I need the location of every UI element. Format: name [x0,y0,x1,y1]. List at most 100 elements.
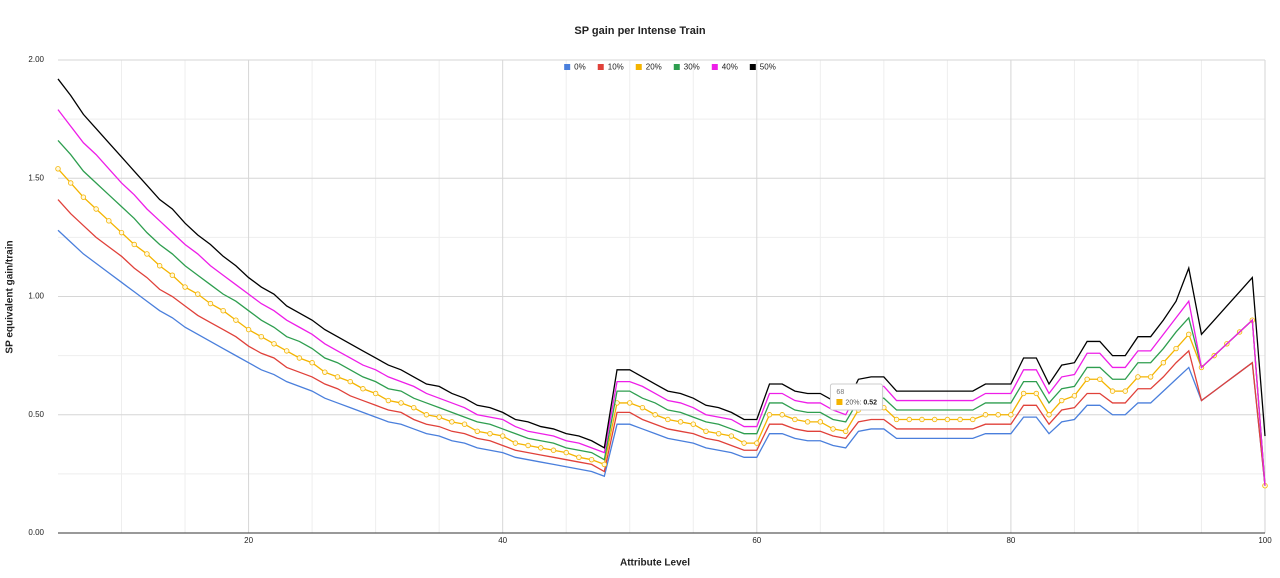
point-marker [690,421,696,427]
point-marker [131,241,137,248]
point-marker [512,440,519,446]
point-marker [639,404,646,411]
point-marker [652,412,658,418]
point-marker [665,416,671,423]
point-marker [715,430,722,437]
y-axis-title: SP equivalent gain/train [5,240,16,353]
tooltip-value: 0.52 [863,399,877,406]
point-marker [182,284,188,290]
tooltip-swatch [836,399,843,405]
point-marker [1020,390,1027,397]
legend-label: 50% [760,63,776,72]
point-marker [563,449,569,456]
point-marker [944,416,951,423]
point-marker [995,412,1001,418]
point-marker [982,412,989,418]
point-marker [843,428,849,435]
point-marker [461,421,468,427]
point-marker [1097,376,1103,382]
chart-title: SP gain per Intense Train [574,25,706,37]
point-marker [156,263,163,269]
x-tick-label: 60 [752,536,761,545]
y-tick-label: 0.50 [28,410,44,419]
point-marker [804,419,811,425]
point-marker [1046,412,1052,418]
legend-label: 30% [684,63,700,72]
point-marker [80,194,87,200]
point-marker [207,300,214,307]
point-marker [1186,331,1192,338]
point-marker [220,307,226,314]
x-axis-title: Attribute Level [620,558,690,569]
point-marker [283,348,290,354]
point-marker [1033,390,1040,397]
point-marker [627,400,633,406]
point-marker [106,218,112,224]
legend-label: 0% [574,63,586,72]
point-marker [728,433,735,439]
point-marker [93,206,99,212]
point-marker [309,360,315,366]
point-marker [411,404,417,411]
series-line [57,229,1266,486]
point-marker [1071,393,1078,399]
legend-label: 40% [722,63,738,72]
point-marker [271,341,277,347]
point-marker [1173,345,1179,352]
tooltip-label: 20%: [845,399,861,406]
x-tick-label: 20 [244,536,253,545]
series-line [57,168,1266,486]
point-marker [1084,376,1090,382]
legend-swatch [749,64,756,70]
point-marker [576,454,582,461]
point-marker [118,229,125,236]
legend-label: 10% [608,63,624,72]
point-marker [360,386,366,392]
point-marker [233,317,239,323]
x-tick-label: 40 [498,536,507,545]
point-marker [144,251,150,257]
point-marker [970,416,976,423]
point-marker [931,416,938,423]
legend-label: 20% [646,63,662,72]
y-tick-label: 2.00 [28,55,44,64]
point-marker [1135,374,1141,380]
point-marker [792,416,798,423]
point-marker [436,414,442,420]
point-marker [538,445,544,451]
point-marker [703,428,709,435]
point-marker [474,428,480,435]
point-marker [398,400,404,406]
point-marker [893,416,900,423]
point-marker [906,416,912,423]
point-marker [677,419,684,425]
point-marker [588,456,595,463]
series-line [57,199,1266,486]
legend-swatch [711,64,718,70]
point-marker [423,412,430,418]
point-marker [957,416,963,423]
point-marker [1008,412,1014,418]
tooltip-box [829,383,883,411]
point-marker [1147,374,1154,380]
legend-swatch [564,64,571,70]
point-marker [169,272,176,278]
point-marker [372,390,379,397]
point-marker [1059,397,1065,404]
point-marker [1160,360,1167,366]
series-line [57,78,1266,449]
point-marker [601,461,608,468]
point-marker [499,433,506,439]
point-marker [347,378,353,385]
point-marker [449,419,455,425]
point-marker [68,180,74,186]
point-marker [195,291,201,297]
y-tick-label: 1.00 [28,292,44,301]
point-marker [525,442,531,449]
legend-swatch [597,64,604,70]
tooltip-title: 68 [836,389,844,396]
point-marker [1109,388,1116,394]
point-marker [334,374,341,380]
point-marker [766,412,773,418]
